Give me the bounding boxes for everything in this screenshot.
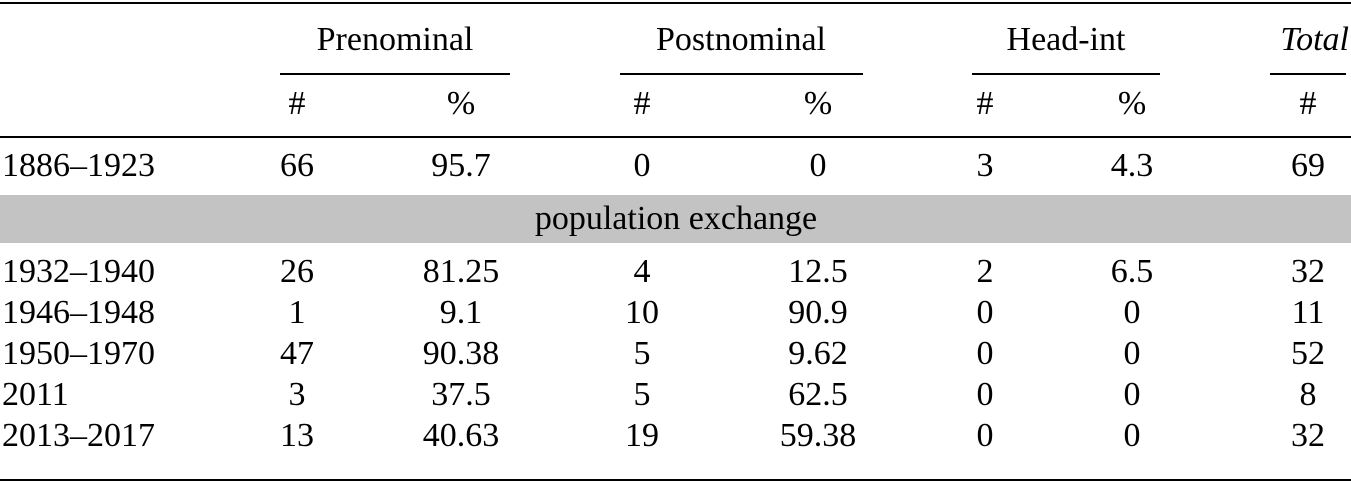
subheader-headint-percent: % bbox=[1117, 85, 1147, 122]
cell-total-count: 11 bbox=[1291, 294, 1325, 331]
cell-headint-percent: 0 bbox=[1123, 335, 1141, 372]
cell-total-count: 32 bbox=[1291, 253, 1325, 290]
cell-total-count: 69 bbox=[1291, 147, 1325, 184]
cell-prenominal-count: 3 bbox=[288, 376, 306, 413]
subheader-postnominal-count: # bbox=[633, 85, 651, 122]
cell-postnominal-percent: 62.5 bbox=[788, 376, 848, 413]
cell-postnominal-percent: 12.5 bbox=[788, 253, 848, 290]
cell-postnominal-count: 4 bbox=[633, 253, 651, 290]
cell-prenominal-percent: 9.1 bbox=[439, 294, 483, 331]
postnominal-underline bbox=[620, 73, 863, 75]
cell-postnominal-count: 19 bbox=[625, 417, 659, 454]
cell-prenominal-percent: 95.7 bbox=[431, 147, 491, 184]
cell-postnominal-count: 5 bbox=[633, 335, 651, 372]
separator-band bbox=[0, 195, 1351, 243]
cell-prenominal-count: 13 bbox=[280, 417, 314, 454]
subheader-prenominal-percent: % bbox=[446, 85, 476, 122]
cell-prenominal-percent: 90.38 bbox=[422, 335, 500, 372]
cell-prenominal-count: 47 bbox=[280, 335, 314, 372]
row-period: 2011 bbox=[2, 376, 69, 413]
row-period: 1886–1923 bbox=[2, 147, 155, 184]
cell-total-count: 8 bbox=[1299, 376, 1317, 413]
cell-headint-count: 0 bbox=[976, 417, 994, 454]
cell-headint-percent: 0 bbox=[1123, 417, 1141, 454]
subheader-headint-count: # bbox=[976, 85, 994, 122]
row-period: 2013–2017 bbox=[2, 417, 155, 454]
row-period: 1950–1970 bbox=[2, 335, 155, 372]
cell-postnominal-count: 0 bbox=[633, 147, 651, 184]
cell-total-count: 32 bbox=[1291, 417, 1325, 454]
cell-prenominal-count: 66 bbox=[280, 147, 314, 184]
headint-underline bbox=[972, 73, 1160, 75]
cell-postnominal-count: 10 bbox=[625, 294, 659, 331]
cell-prenominal-percent: 81.25 bbox=[422, 253, 500, 290]
cell-prenominal-count: 1 bbox=[288, 294, 306, 331]
cell-postnominal-count: 5 bbox=[633, 376, 651, 413]
cell-postnominal-percent: 90.9 bbox=[788, 294, 848, 331]
cell-headint-count: 2 bbox=[976, 253, 994, 290]
bottom-rule bbox=[0, 479, 1351, 481]
group-header-total: Total bbox=[1280, 21, 1349, 58]
cell-headint-count: 0 bbox=[976, 376, 994, 413]
cell-headint-percent: 0 bbox=[1123, 294, 1141, 331]
subheader-total-count: # bbox=[1299, 85, 1317, 122]
group-header-headint: Head-int bbox=[1006, 21, 1126, 58]
cell-postnominal-percent: 59.38 bbox=[779, 417, 857, 454]
cell-headint-percent: 6.5 bbox=[1110, 253, 1154, 290]
subheader-postnominal-percent: % bbox=[803, 85, 833, 122]
subheader-prenominal-count: # bbox=[288, 85, 306, 122]
row-period: 1946–1948 bbox=[2, 294, 155, 331]
cell-headint-percent: 4.3 bbox=[1110, 147, 1154, 184]
row-period: 1932–1940 bbox=[2, 253, 155, 290]
cell-prenominal-percent: 37.5 bbox=[431, 376, 491, 413]
header-rule bbox=[0, 136, 1351, 138]
cell-headint-count: 0 bbox=[976, 335, 994, 372]
cell-total-count: 52 bbox=[1291, 335, 1325, 372]
cell-headint-percent: 0 bbox=[1123, 376, 1141, 413]
cell-postnominal-percent: 9.62 bbox=[788, 335, 848, 372]
top-rule bbox=[0, 2, 1351, 4]
cell-prenominal-count: 26 bbox=[280, 253, 314, 290]
total-underline bbox=[1270, 73, 1346, 75]
cell-prenominal-percent: 40.63 bbox=[422, 417, 500, 454]
group-header-postnominal: Postnominal bbox=[655, 21, 827, 58]
separator-label: population exchange bbox=[534, 200, 818, 237]
cell-headint-count: 3 bbox=[976, 147, 994, 184]
cell-headint-count: 0 bbox=[976, 294, 994, 331]
group-header-prenominal: Prenominal bbox=[316, 21, 474, 58]
prenominal-underline bbox=[280, 73, 510, 75]
cell-postnominal-percent: 0 bbox=[809, 147, 827, 184]
